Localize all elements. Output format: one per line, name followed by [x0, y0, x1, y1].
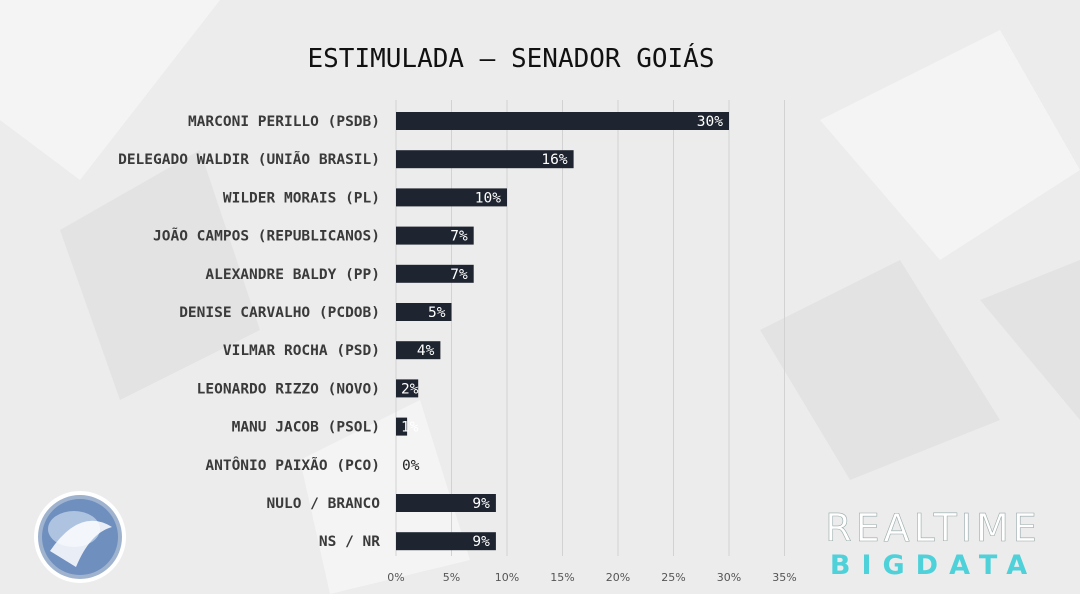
value-label: 5%	[428, 305, 446, 321]
bar	[396, 379, 419, 398]
bars	[396, 112, 729, 551]
category-label: WILDER MORAIS (PL)	[223, 190, 380, 206]
category-label: ANTÔNIO PAIXÃO (PCO)	[205, 456, 380, 474]
x-tick-label: 5%	[443, 571, 460, 584]
category-label: VILMAR ROCHA (PSD)	[223, 343, 380, 359]
bar	[396, 226, 474, 245]
bar	[396, 417, 408, 436]
value-label: 0%	[402, 458, 420, 474]
x-axis-ticks: 0% 5% 10% 15% 20% 25% 30% 35%	[387, 571, 796, 584]
x-tick-label: 10%	[495, 571, 519, 584]
bar	[396, 264, 474, 283]
x-tick-label: 0%	[387, 571, 404, 584]
category-label: MANU JACOB (PSOL)	[232, 420, 380, 436]
value-labels: 30% 16% 10% 7% 7% 5% 4% 2% 1% 0% 9% 9%	[401, 114, 723, 550]
value-label: 7%	[450, 267, 468, 283]
category-label: MARCONI PERILLO (PSDB)	[188, 114, 380, 130]
brand-bigdata: BIGDATA	[830, 550, 1038, 581]
value-label: 9%	[472, 534, 490, 550]
category-label: ALEXANDRE BALDY (PP)	[205, 267, 380, 283]
category-labels: MARCONI PERILLO (PSDB) DELEGADO WALDIR (U…	[118, 114, 380, 550]
category-label: NS / NR	[319, 534, 380, 550]
brand-realtime: REALTIME	[825, 506, 1041, 550]
value-label: 9%	[472, 496, 490, 512]
bar	[396, 150, 574, 169]
x-tick-label: 15%	[550, 571, 574, 584]
bar	[396, 532, 496, 551]
category-label: JOÃO CAMPOS (REPUBLICANOS)	[153, 228, 380, 245]
value-label: 4%	[417, 343, 435, 359]
value-label: 1%	[401, 420, 419, 436]
category-label: DENISE CARVALHO (PCDOB)	[179, 305, 380, 321]
chart-title: ESTIMULADA – SENADOR GOIÁS	[308, 42, 715, 74]
value-label: 16%	[541, 152, 567, 168]
value-label: 10%	[475, 190, 501, 206]
bar	[396, 341, 441, 360]
grid-lines	[395, 100, 785, 556]
x-tick-label: 30%	[717, 571, 741, 584]
x-tick-label: 20%	[606, 571, 630, 584]
x-tick-label: 35%	[772, 571, 796, 584]
bar	[396, 303, 452, 321]
bar	[396, 188, 507, 207]
value-label: 30%	[697, 114, 723, 130]
x-tick-label: 25%	[661, 571, 685, 584]
value-label: 7%	[450, 229, 468, 245]
category-label: DELEGADO WALDIR (UNIÃO BRASIL)	[118, 151, 380, 168]
bar	[396, 494, 496, 512]
category-label: NULO / BRANCO	[267, 496, 381, 512]
bar	[396, 112, 729, 130]
category-label: LEONARDO RIZZO (NOVO)	[197, 381, 380, 397]
record-tv-logo-icon	[34, 491, 126, 583]
value-label: 2%	[401, 381, 419, 397]
